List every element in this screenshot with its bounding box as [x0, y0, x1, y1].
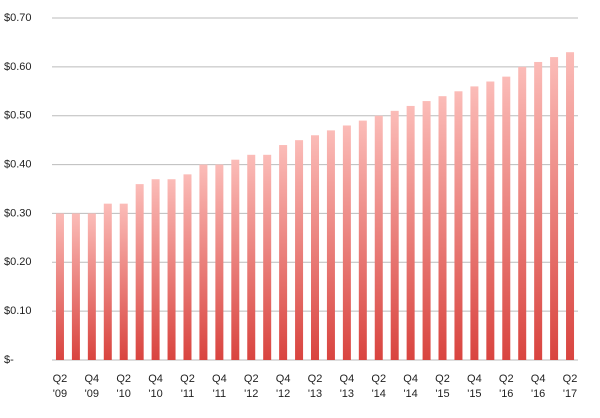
x-tick-label: Q4 '13 — [339, 373, 355, 400]
x-tick-label: Q2 '13 — [307, 373, 323, 400]
x-tick-label: Q2 '15 — [435, 373, 450, 400]
bar — [502, 76, 511, 360]
x-tick-label: Q2 '14 — [371, 373, 387, 400]
y-tick-label: $0.50 — [4, 110, 32, 122]
y-tick-label: $- — [4, 354, 14, 366]
y-tick-label: $0.30 — [4, 207, 32, 219]
bar — [167, 179, 176, 360]
bar — [215, 164, 224, 360]
bar — [71, 213, 80, 360]
bar — [295, 140, 304, 360]
bar — [518, 66, 527, 360]
bar — [566, 52, 575, 360]
bar — [374, 115, 383, 360]
x-tick-label: Q2 '16 — [498, 373, 514, 400]
y-tick-label: $0.60 — [4, 61, 32, 73]
bar — [103, 203, 112, 360]
bar — [358, 120, 367, 360]
bar — [438, 96, 447, 361]
bar — [263, 154, 272, 360]
y-tick-label: $0.20 — [4, 256, 32, 268]
bar — [135, 184, 144, 360]
bar — [183, 174, 192, 360]
x-tick-label: Q2 '17 — [562, 373, 578, 400]
y-tick-label: $0.40 — [4, 158, 32, 170]
bar — [279, 145, 288, 360]
bar — [119, 203, 128, 360]
x-tick-label: Q2 '12 — [243, 373, 259, 400]
bar — [406, 105, 415, 360]
y-tick-label: $0.10 — [4, 305, 32, 317]
bar — [199, 164, 208, 360]
bar — [342, 125, 351, 360]
bar — [151, 179, 160, 360]
bar — [247, 154, 256, 360]
bar — [470, 86, 479, 361]
bar — [422, 101, 431, 361]
x-tick-label: Q4 '16 — [530, 373, 546, 400]
x-tick-label: Q4 '14 — [403, 373, 418, 400]
x-tick-label: Q4 '11 — [212, 373, 227, 400]
bar — [87, 213, 96, 360]
bar — [55, 213, 64, 360]
y-tick-label: $0.70 — [4, 12, 32, 24]
x-tick-label: Q4 '12 — [275, 373, 291, 400]
bar — [534, 61, 543, 360]
bar — [454, 91, 463, 361]
x-tick-label: Q2 '10 — [116, 373, 132, 400]
x-tick-label: Q4 '10 — [148, 373, 163, 400]
x-tick-label: Q2 '11 — [180, 373, 195, 400]
bar — [231, 159, 240, 360]
bar — [550, 57, 559, 360]
x-tick-label: Q4 '09 — [84, 373, 100, 400]
bar — [311, 135, 319, 360]
x-tick-label: Q2 '09 — [52, 373, 68, 400]
bar — [390, 110, 399, 360]
bar — [486, 81, 495, 360]
x-tick-label: Q4 '15 — [467, 373, 482, 400]
bar — [326, 130, 335, 360]
